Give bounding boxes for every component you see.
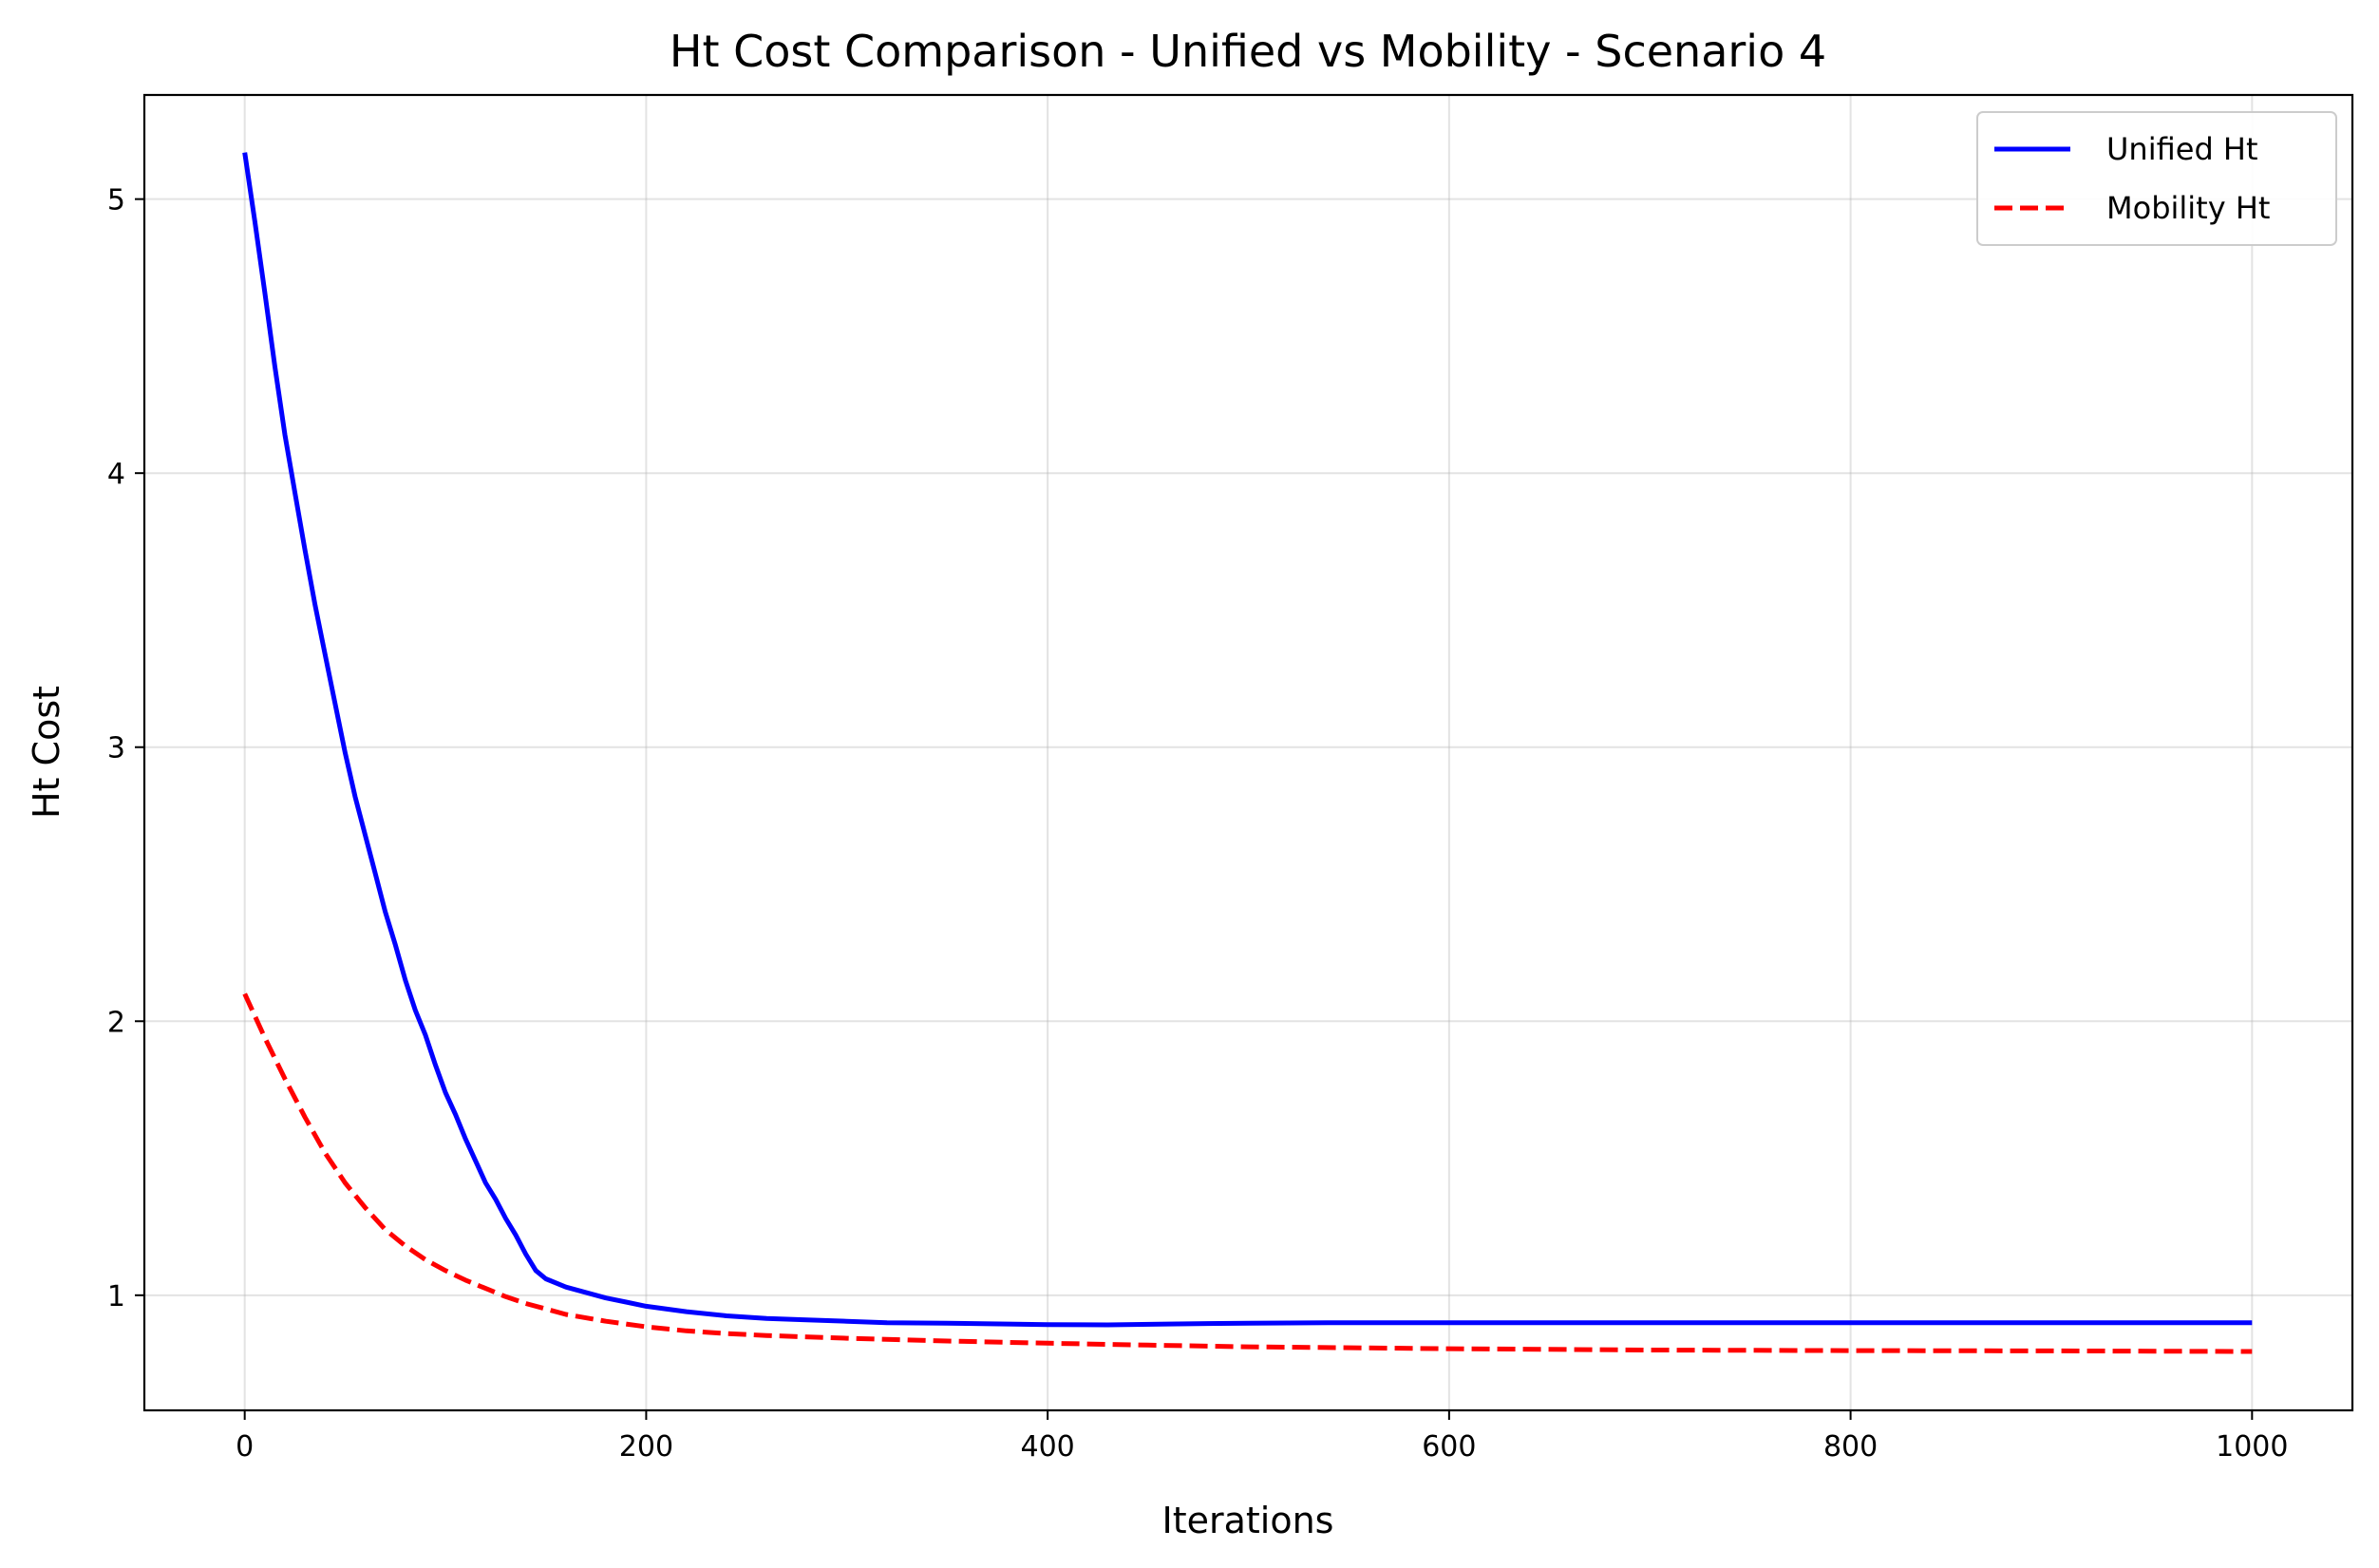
x-tick-label: 400 — [1021, 1430, 1075, 1464]
legend-label-mobility-ht: Mobility Ht — [2106, 190, 2270, 226]
series-layer — [242, 152, 2253, 1354]
y-axis-label: Ht Cost — [26, 686, 67, 819]
y-tick-label: 1 — [107, 1280, 125, 1313]
y-tick-label: 5 — [107, 184, 125, 217]
x-tick-label: 600 — [1422, 1430, 1476, 1464]
y-tick-label: 3 — [107, 732, 125, 765]
plot-frame — [142, 93, 2354, 1412]
legend-box — [1976, 111, 2337, 246]
series-line-mobility-ht — [242, 992, 2253, 1354]
y-tick-label: 2 — [107, 1006, 125, 1039]
x-tick-label: 800 — [1823, 1430, 1878, 1464]
y-tick-label: 4 — [107, 458, 125, 491]
tick-layer: 0 200 400 600 800 1000 1 2 3 4 5 — [107, 184, 2289, 1464]
x-tick-label: 0 — [236, 1430, 254, 1464]
x-tick-label: 1000 — [2216, 1430, 2288, 1464]
series-line-unified-ht — [242, 152, 2253, 1328]
x-axis-label: Iterations — [1162, 1500, 1334, 1541]
legend: Unified Ht Mobility Ht — [1976, 111, 2337, 246]
legend-label-unified-ht: Unified Ht — [2106, 131, 2258, 167]
chart-title: Ht Cost Comparison - Unified vs Mobility… — [670, 26, 1826, 77]
x-tick-label: 200 — [619, 1430, 673, 1464]
